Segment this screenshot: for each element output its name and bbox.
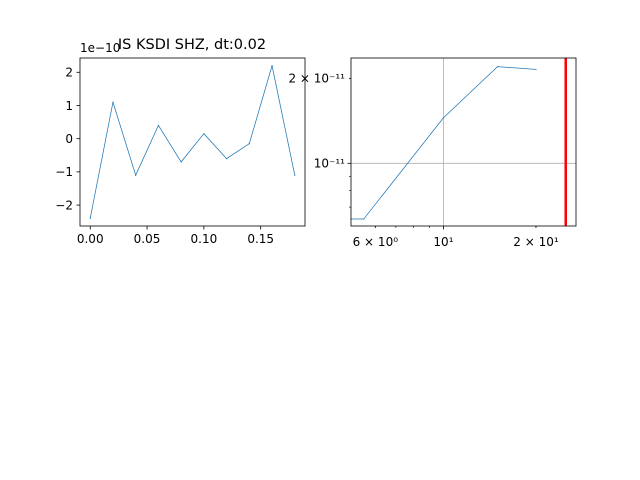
spectrum-chart-frame xyxy=(350,57,577,227)
spectrum-chart-data-point xyxy=(535,68,537,71)
trace-chart-x-tick-label: 0.05 xyxy=(134,232,161,246)
spectrum-chart-x-tick-label: 2 × 10¹ xyxy=(513,235,559,249)
trace-chart-y-tick-label: 0 xyxy=(65,132,73,146)
trace-chart-data-point xyxy=(157,124,160,126)
trace-chart-y-ticks: −2 −1 0 1 2 xyxy=(55,66,80,212)
spectrum-chart-grid xyxy=(351,58,576,226)
spectrum-chart-x-ticks: 6 × 10⁰ 10¹ 2 × 10¹ xyxy=(353,226,559,249)
trace-chart-points xyxy=(89,65,296,219)
trace-chart-data-point xyxy=(271,65,273,67)
trace-chart-y-tick-label: −1 xyxy=(55,165,73,179)
trace-chart-offset-label: 1e−10 xyxy=(80,41,120,55)
trace-chart-data-point xyxy=(203,133,205,135)
spectrum-chart-x-tick-label: 10¹ xyxy=(433,235,453,249)
trace-chart-y-tick-label: −2 xyxy=(55,198,73,212)
trace-chart-data-point xyxy=(294,174,296,176)
trace-chart-y-tick-label: 1 xyxy=(65,99,73,113)
spectrum-chart-data-point xyxy=(442,117,445,119)
trace-chart-data-point xyxy=(225,158,228,160)
trace-chart-x-tick-label: 0.00 xyxy=(77,232,104,246)
trace-chart: IS KSDI SHZ, dt:0.02 1e−10 0.00 0.05 0.10 0… xyxy=(55,37,306,246)
spectrum-chart-y-tick-label: 2 × 10⁻¹¹ xyxy=(288,72,345,86)
trace-chart-data-point xyxy=(112,101,114,103)
spectrum-chart: 6 × 10⁰ 10¹ 2 × 10¹ 10⁻¹¹ 2 × 10⁻¹¹ xyxy=(288,57,577,249)
spectrum-chart-y-tick-label: 10⁻¹¹ xyxy=(314,157,345,171)
trace-chart-y-tick-label: 2 xyxy=(65,66,73,80)
trace-chart-data-point xyxy=(89,217,91,219)
spectrum-chart-data-point xyxy=(496,66,499,68)
trace-chart-data-point xyxy=(180,161,182,163)
trace-chart-data-point xyxy=(248,143,250,145)
trace-chart-title: IS KSDI SHZ, dt:0.02 xyxy=(118,37,266,53)
trace-chart-frame xyxy=(79,57,306,227)
spectrum-chart-x-tick-label: 6 × 10⁰ xyxy=(353,235,399,249)
trace-chart-data-point xyxy=(135,174,137,176)
trace-chart-x-tick-label: 0.15 xyxy=(247,232,274,246)
trace-chart-x-ticks: 0.00 0.05 0.10 0.15 xyxy=(77,226,274,246)
trace-chart-series-line xyxy=(89,65,296,219)
spectrum-chart-data-point xyxy=(363,218,365,220)
spectrum-chart-y-ticks: 10⁻¹¹ 2 × 10⁻¹¹ xyxy=(288,72,351,171)
trace-chart-x-tick-label: 0.10 xyxy=(191,232,218,246)
